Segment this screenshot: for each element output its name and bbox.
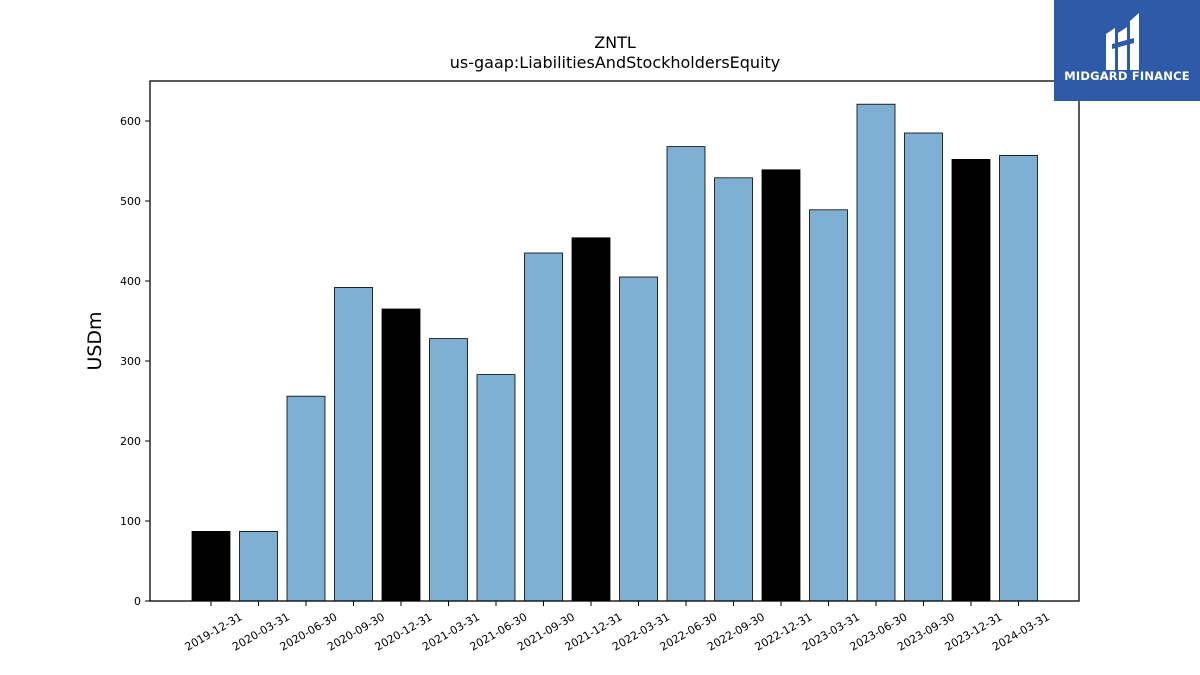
bar-2021-09-30 xyxy=(524,252,563,602)
bar-2023-12-31 xyxy=(951,158,991,602)
bar-2020-09-30 xyxy=(334,286,373,602)
bars-group xyxy=(191,103,1038,602)
plot-frame xyxy=(149,80,1080,602)
y-tick-label: 0 xyxy=(134,595,141,608)
y-ticks-group: 0 100 200 300 400 500 600 xyxy=(120,115,150,608)
bar-2020-03-31 xyxy=(239,531,278,602)
bar-2022-06-30 xyxy=(666,146,706,602)
bar-2024-03-31 xyxy=(999,154,1038,602)
logo-text: MIDGARD FINANCE xyxy=(1064,69,1190,83)
bar-2023-09-30 xyxy=(904,132,943,602)
bar-2021-12-31 xyxy=(571,237,611,602)
y-tick-label: 400 xyxy=(120,275,141,288)
bar-2023-06-30 xyxy=(856,103,896,602)
bar-2022-09-30 xyxy=(714,177,753,602)
bar-2021-03-31 xyxy=(429,338,468,602)
bar-2023-03-31 xyxy=(809,209,848,602)
chart-title: ZNTL xyxy=(594,33,636,52)
y-tick-label: 200 xyxy=(120,435,141,448)
x-ticks-group: 2019-12-312020-03-312020-06-302020-09-30… xyxy=(183,601,1052,654)
bar-2022-12-31 xyxy=(761,169,801,602)
y-tick-label: 300 xyxy=(120,355,141,368)
y-tick-label: 600 xyxy=(120,115,141,128)
midgard-finance-logo: MIDGARD FINANCE xyxy=(1054,0,1200,101)
logo-mark-icon: MIDGARD FINANCE xyxy=(1064,13,1190,83)
y-tick-label: 500 xyxy=(120,195,141,208)
y-tick-label: 100 xyxy=(120,515,141,528)
chart-subtitle: us-gaap:LiabilitiesAndStockholdersEquity xyxy=(450,53,781,72)
y-axis-label: USDm xyxy=(84,311,106,370)
bar-2020-06-30 xyxy=(286,395,326,602)
bar-2019-12-31 xyxy=(191,531,231,602)
bar-2022-03-31 xyxy=(619,276,658,602)
bar-2021-06-30 xyxy=(476,374,516,602)
bar-2020-12-31 xyxy=(381,308,421,602)
